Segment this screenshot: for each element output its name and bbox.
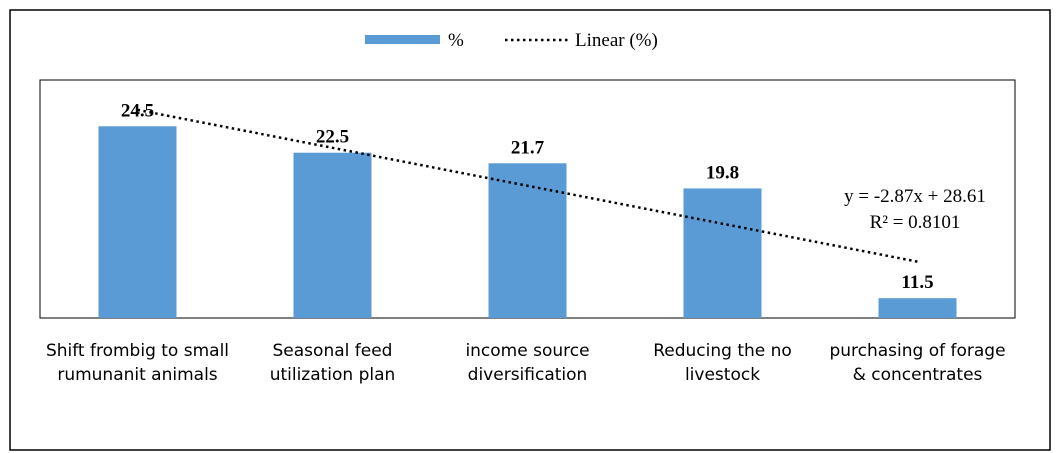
bar bbox=[293, 152, 372, 318]
x-tick-label: purchasing of forage & concentrates bbox=[829, 341, 1005, 385]
data-label: 21.7 bbox=[511, 137, 545, 158]
trend-equation: R² = 0.8101 bbox=[870, 212, 961, 233]
x-tick-label: Shift frombig to small rumunanit animals bbox=[46, 341, 229, 385]
bar bbox=[878, 298, 957, 318]
trend-equation: y = -2.87x + 28.61 bbox=[844, 186, 986, 207]
x-tick-label: Seasonal feed utilization plan bbox=[270, 341, 396, 385]
x-tick-label: income source diversification bbox=[465, 341, 589, 385]
bar bbox=[488, 163, 567, 318]
legend-swatch bbox=[365, 35, 440, 44]
x-tick-label: Reducing the no livestock bbox=[653, 341, 792, 385]
bar bbox=[98, 126, 177, 319]
data-label: 22.5 bbox=[316, 127, 349, 148]
data-label: 19.8 bbox=[706, 162, 739, 183]
trendline bbox=[137, 108, 918, 263]
legend-label: Linear (%) bbox=[575, 30, 658, 51]
bar bbox=[683, 188, 762, 318]
legend-label: % bbox=[448, 30, 464, 51]
data-label: 11.5 bbox=[901, 272, 933, 293]
